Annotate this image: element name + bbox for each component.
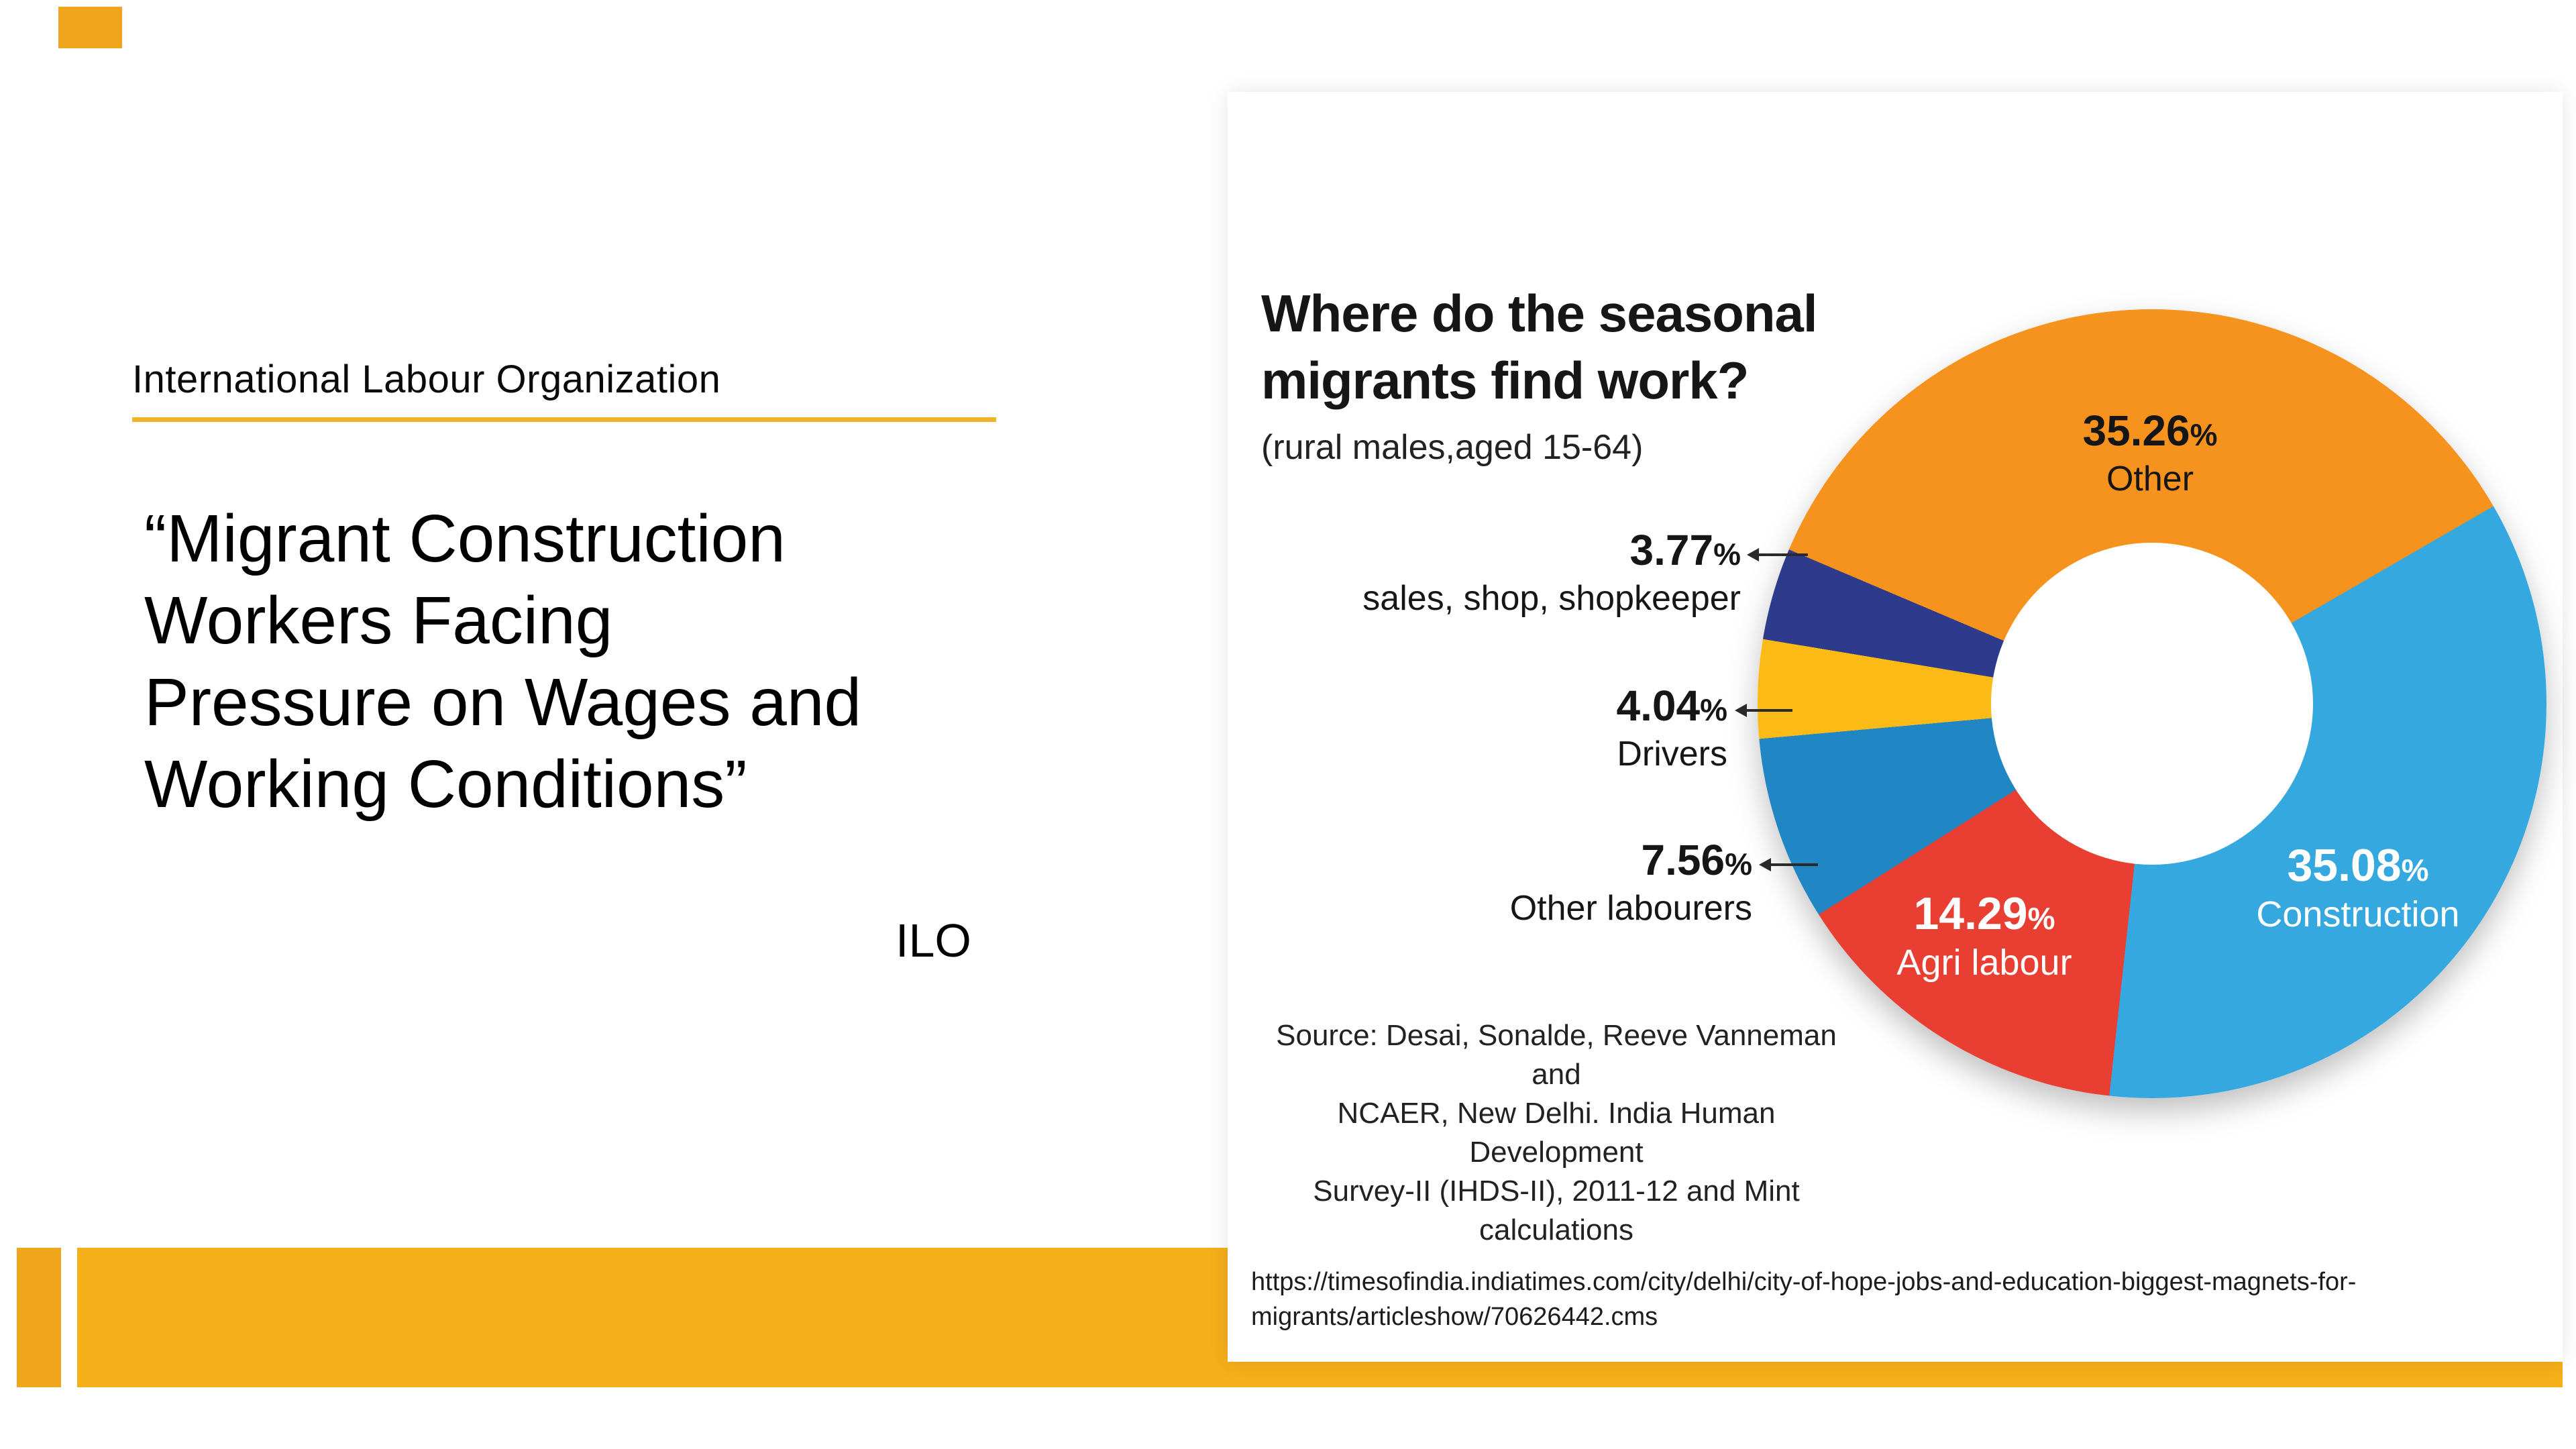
source-url: https://timesofindia.indiatimes.com/city… bbox=[1251, 1265, 2432, 1334]
quote-line-1: “Migrant Construction bbox=[144, 501, 786, 576]
pie-label-sales-unit: % bbox=[1713, 537, 1741, 572]
accent-bottom-left-square bbox=[17, 1248, 61, 1387]
pie-label-other-labourers-value: 7.56 bbox=[1641, 836, 1725, 884]
chart-source-line-1: Source: Desai, Sonalde, Reeve Vanneman a… bbox=[1276, 1019, 1837, 1091]
quote-line-3: Pressure on Wages and bbox=[144, 665, 862, 740]
pie-label-other-labourers: 7.56% Other labourers bbox=[1305, 837, 1752, 929]
pie-label-agri-name: Agri labour bbox=[1896, 943, 2072, 983]
pie-label-drivers-unit: % bbox=[1700, 692, 1727, 727]
accent-top-left-rect bbox=[58, 7, 122, 48]
pie-label-other: 35.26% Other bbox=[2016, 407, 2284, 500]
pie-label-agri: 14.29% Agri labour bbox=[1850, 890, 2118, 983]
slide-title-quote: “Migrant Construction Workers Facing Pre… bbox=[144, 498, 1150, 825]
chart-title: Where do the seasonal migrants find work… bbox=[1261, 280, 1818, 414]
pie-label-construction: 35.08% Construction bbox=[2217, 842, 2499, 935]
slide-kicker: International Labour Organization bbox=[132, 358, 721, 401]
quote-attribution: ILO bbox=[896, 914, 971, 967]
pie-label-sales-name: sales, shop, shopkeeper bbox=[1362, 579, 1741, 618]
chart-title-line-1: Where do the seasonal bbox=[1261, 284, 1818, 343]
donut-chart bbox=[1758, 309, 2546, 1098]
pie-label-other-name: Other bbox=[2106, 460, 2194, 498]
pie-label-construction-unit: % bbox=[2401, 853, 2429, 888]
quote-line-4: Working Conditions” bbox=[144, 747, 747, 822]
pie-label-drivers-name: Drivers bbox=[1617, 735, 1727, 773]
leader-arrow-drivers bbox=[1735, 704, 1792, 717]
kicker-underline bbox=[132, 417, 996, 422]
chart-source-line-3: Survey-II (IHDS-II), 2011-12 and Mint ca… bbox=[1313, 1175, 1800, 1246]
chart-panel: Where do the seasonal migrants find work… bbox=[1228, 92, 2563, 1362]
chart-subtitle: (rural males,aged 15-64) bbox=[1261, 428, 1644, 467]
chart-source-line-2: NCAER, New Delhi. India Human Developmen… bbox=[1337, 1097, 1776, 1169]
pie-label-other-labourers-unit: % bbox=[1725, 847, 1752, 881]
source-url-line-1: https://timesofindia.indiatimes.com/city… bbox=[1251, 1268, 2357, 1296]
chart-source-note: Source: Desai, Sonalde, Reeve Vanneman a… bbox=[1261, 1016, 1851, 1250]
pie-label-agri-value: 14.29 bbox=[1913, 888, 2028, 939]
pie-label-drivers: 4.04% Drivers bbox=[1305, 682, 1727, 775]
pie-label-sales-value: 3.77 bbox=[1629, 526, 1714, 574]
pie-label-construction-name: Construction bbox=[2256, 894, 2460, 934]
pie-label-other-unit: % bbox=[2190, 417, 2218, 452]
leader-arrow-sales bbox=[1747, 548, 1808, 561]
pie-label-drivers-value: 4.04 bbox=[1616, 682, 1701, 730]
chart-title-line-2: migrants find work? bbox=[1261, 351, 1749, 410]
pie-label-other-value: 35.26 bbox=[2082, 407, 2190, 455]
quote-line-2: Workers Facing bbox=[144, 583, 613, 658]
leader-arrow-other-labourers bbox=[1759, 858, 1818, 871]
pie-label-construction-value: 35.08 bbox=[2287, 840, 2402, 891]
source-url-line-2: migrants/articleshow/70626442.cms bbox=[1251, 1303, 1658, 1331]
pie-label-other-labourers-name: Other labourers bbox=[1509, 889, 1752, 928]
pie-label-agri-unit: % bbox=[2027, 901, 2055, 936]
pie-label-sales: 3.77% sales, shop, shopkeeper bbox=[1305, 527, 1741, 619]
donut-hole bbox=[1991, 543, 2313, 865]
